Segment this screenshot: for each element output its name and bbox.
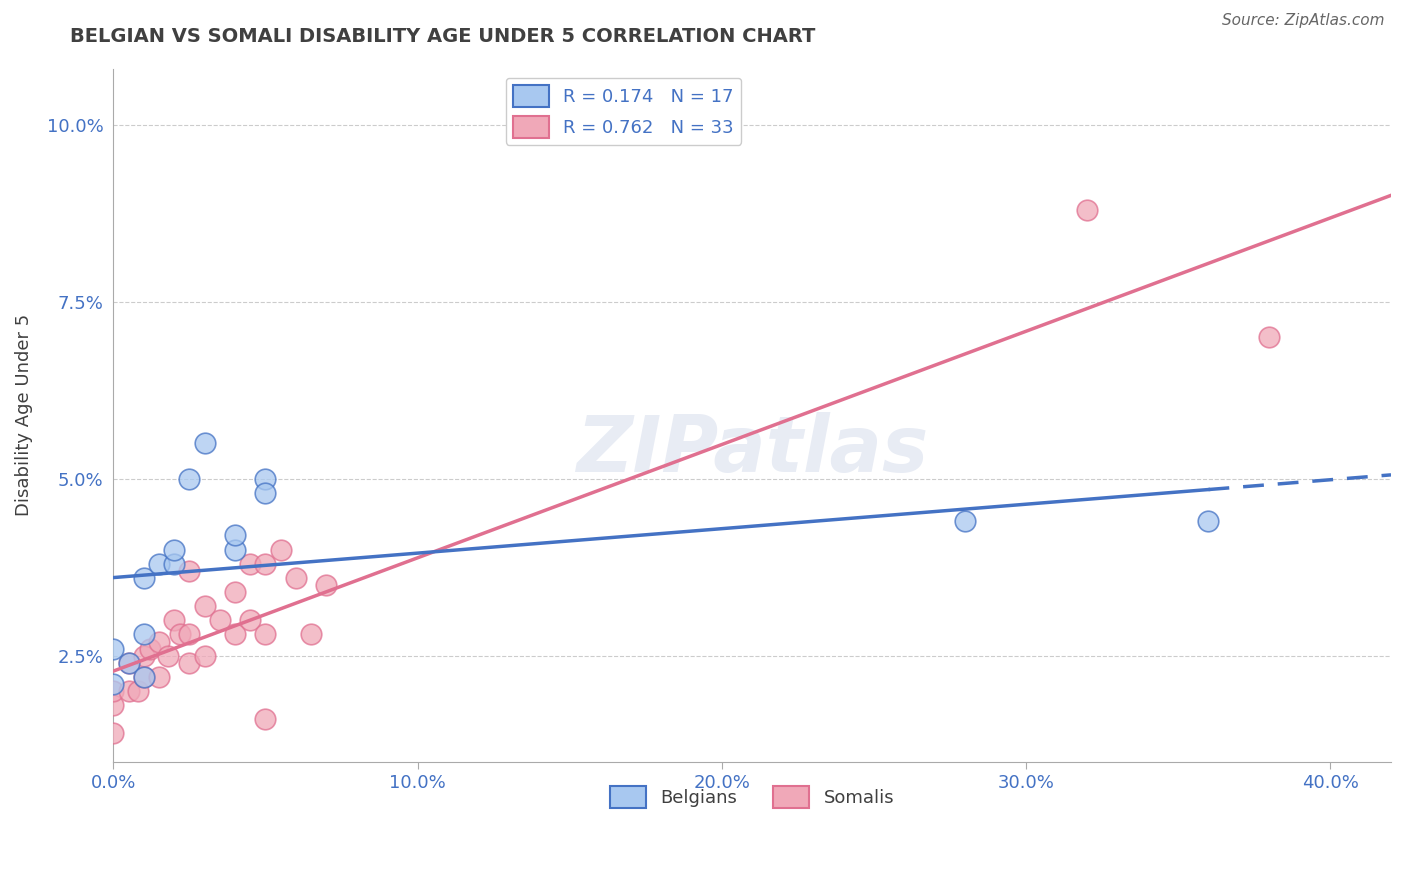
- Point: [103, 684, 125, 698]
- Point: [1258, 330, 1281, 344]
- Point: [208, 613, 231, 627]
- Point: [1076, 202, 1098, 217]
- Point: [132, 571, 155, 585]
- Point: [139, 641, 162, 656]
- Point: [132, 670, 155, 684]
- Point: [224, 585, 246, 599]
- Point: [299, 627, 322, 641]
- Point: [194, 599, 217, 614]
- Point: [103, 698, 125, 713]
- Point: [132, 670, 155, 684]
- Point: [254, 627, 277, 641]
- Point: [132, 627, 155, 641]
- Point: [194, 648, 217, 663]
- Point: [254, 472, 277, 486]
- Point: [117, 684, 139, 698]
- Point: [239, 613, 262, 627]
- Point: [103, 677, 125, 691]
- Point: [163, 613, 186, 627]
- Point: [224, 627, 246, 641]
- Y-axis label: Disability Age Under 5: Disability Age Under 5: [15, 314, 32, 516]
- Text: ZIPatlas: ZIPatlas: [576, 412, 928, 488]
- Point: [1198, 514, 1220, 528]
- Point: [148, 557, 170, 571]
- Point: [179, 627, 201, 641]
- Point: [194, 436, 217, 450]
- Point: [254, 712, 277, 726]
- Text: BELGIAN VS SOMALI DISABILITY AGE UNDER 5 CORRELATION CHART: BELGIAN VS SOMALI DISABILITY AGE UNDER 5…: [70, 27, 815, 45]
- Point: [148, 634, 170, 648]
- Point: [169, 627, 191, 641]
- Point: [103, 641, 125, 656]
- Legend: Belgians, Somalis: Belgians, Somalis: [603, 779, 901, 815]
- Point: [284, 571, 307, 585]
- Point: [132, 648, 155, 663]
- Point: [224, 528, 246, 542]
- Point: [179, 472, 201, 486]
- Point: [127, 684, 149, 698]
- Point: [953, 514, 976, 528]
- Point: [179, 564, 201, 578]
- Point: [163, 542, 186, 557]
- Point: [270, 542, 292, 557]
- Point: [157, 648, 180, 663]
- Point: [179, 656, 201, 670]
- Point: [254, 557, 277, 571]
- Point: [239, 557, 262, 571]
- Point: [254, 486, 277, 500]
- Point: [224, 542, 246, 557]
- Point: [103, 726, 125, 740]
- Point: [315, 578, 337, 592]
- Point: [148, 670, 170, 684]
- Point: [163, 557, 186, 571]
- Text: Source: ZipAtlas.com: Source: ZipAtlas.com: [1222, 13, 1385, 29]
- Point: [117, 656, 139, 670]
- Point: [117, 656, 139, 670]
